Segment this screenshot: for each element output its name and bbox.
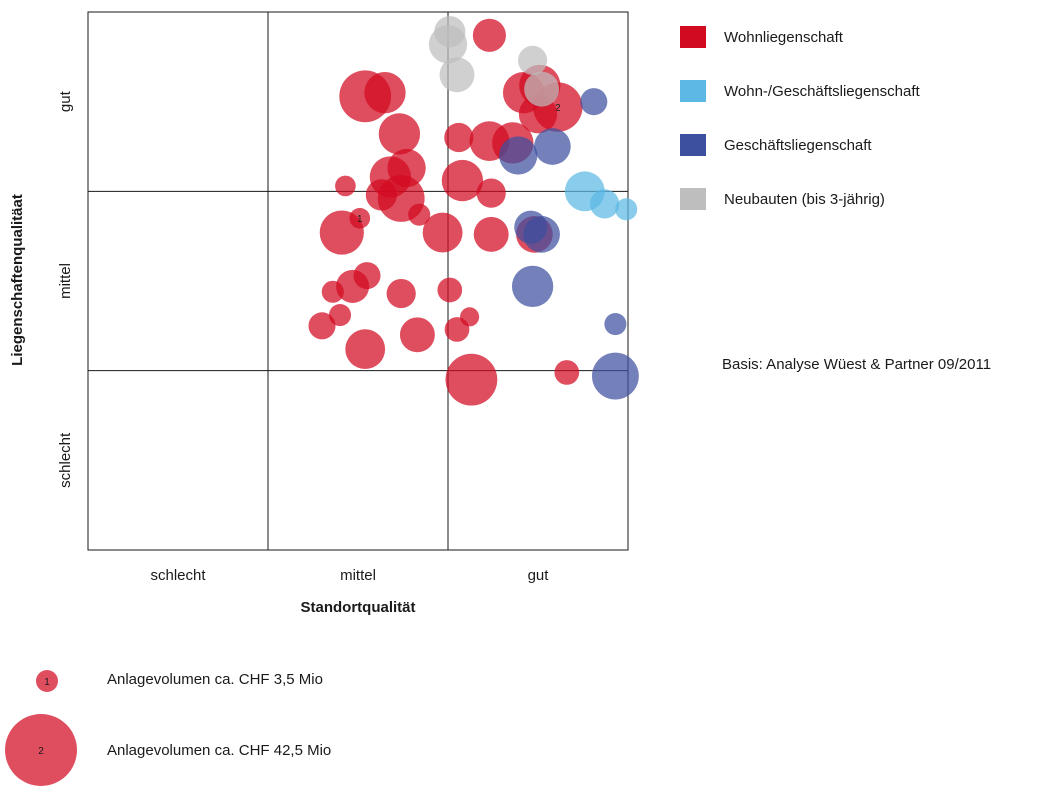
legend-label: Wohn-/Geschäftsliegenschaft — [724, 82, 920, 100]
size-legend-bubbles: 1 2 — [5, 670, 77, 786]
bubble — [511, 265, 554, 308]
bubble — [604, 312, 627, 336]
bubble — [445, 353, 498, 406]
bubble — [386, 278, 416, 309]
bubble — [335, 175, 356, 197]
y-tick-label: mittel — [57, 263, 74, 299]
basis-note: Basis: Analyse Wüest & Partner 09/2011 — [722, 356, 992, 373]
bubble — [514, 210, 548, 244]
bubble-label: 2 — [555, 103, 561, 114]
size-legend-text-large: Anlagevolumen ca. CHF 42,5 Mio — [107, 742, 332, 759]
size-legend-bubble-small — [36, 670, 58, 692]
bubble — [399, 317, 435, 353]
plot-grid — [87, 11, 629, 551]
bubble — [349, 207, 371, 229]
bubble — [408, 203, 431, 226]
legend-label: Geschäftsliegenschaft — [724, 136, 872, 154]
bubble — [589, 189, 620, 219]
bubble — [499, 136, 538, 175]
bubble — [437, 277, 463, 303]
legend-item: Wohn-/Geschäftsliegenschaft — [680, 64, 920, 118]
bubble — [439, 57, 475, 93]
bubble — [580, 88, 608, 116]
bubble — [591, 352, 639, 400]
bubble — [422, 212, 463, 253]
legend-item: Neubauten (bis 3-jährig) — [680, 172, 920, 226]
bubble — [336, 269, 370, 303]
bubble — [473, 216, 509, 252]
size-legend-text-small: Anlagevolumen ca. CHF 3,5 Mio — [107, 671, 323, 688]
bubble-label: 1 — [357, 214, 363, 225]
color-legend: Wohnliegenschaft Wohn-/Geschäftsliegensch… — [680, 10, 920, 226]
bubble — [444, 122, 474, 153]
bubble — [345, 329, 386, 370]
legend-swatch — [680, 188, 706, 210]
size-legend-bubble-small-label: 1 — [44, 677, 50, 688]
y-axis-title: Liegenschaftenqualitäat — [9, 194, 26, 366]
y-tick-label: schlecht — [57, 432, 74, 488]
x-tick-label: mittel — [340, 567, 376, 584]
legend-swatch — [680, 134, 706, 156]
bubble — [308, 312, 336, 340]
x-axis-title: Standortqualität — [301, 599, 416, 616]
bubble — [615, 198, 638, 221]
bubble — [460, 307, 480, 327]
legend-item: Wohnliegenschaft — [680, 10, 920, 64]
bubble — [428, 25, 468, 64]
legend-label: Wohnliegenschaft — [724, 28, 843, 46]
bubble — [517, 45, 548, 76]
x-tick-label: gut — [528, 567, 550, 584]
y-tick-labels: schlecht mittel gut — [57, 90, 74, 487]
plot-frame — [87, 11, 629, 551]
legend-label: Neubauten (bis 3-jährig) — [724, 190, 885, 208]
bubble — [524, 71, 560, 107]
size-legend: 1 2 Anlagevolumen ca. CHF 3,5 Mio Anlage… — [0, 650, 600, 787]
bubble — [378, 113, 421, 155]
legend-swatch — [680, 26, 706, 48]
size-legend-bubble-large-label: 2 — [38, 746, 44, 757]
bubble — [534, 128, 571, 165]
bubble — [476, 178, 506, 208]
legend-item: Geschäftsliegenschaft — [680, 118, 920, 172]
y-tick-label: gut — [57, 90, 74, 112]
bubble — [441, 159, 484, 202]
bubble — [364, 72, 406, 114]
bubble — [328, 304, 352, 327]
bubble — [554, 360, 580, 385]
x-tick-labels: schlecht mittel gut — [150, 567, 549, 584]
bubble — [321, 280, 344, 303]
x-tick-label: schlecht — [150, 567, 206, 584]
bubbles: 12 — [308, 16, 639, 406]
size-legend-bubble-large — [5, 714, 77, 786]
legend-swatch — [680, 80, 706, 102]
bubble — [472, 18, 506, 52]
